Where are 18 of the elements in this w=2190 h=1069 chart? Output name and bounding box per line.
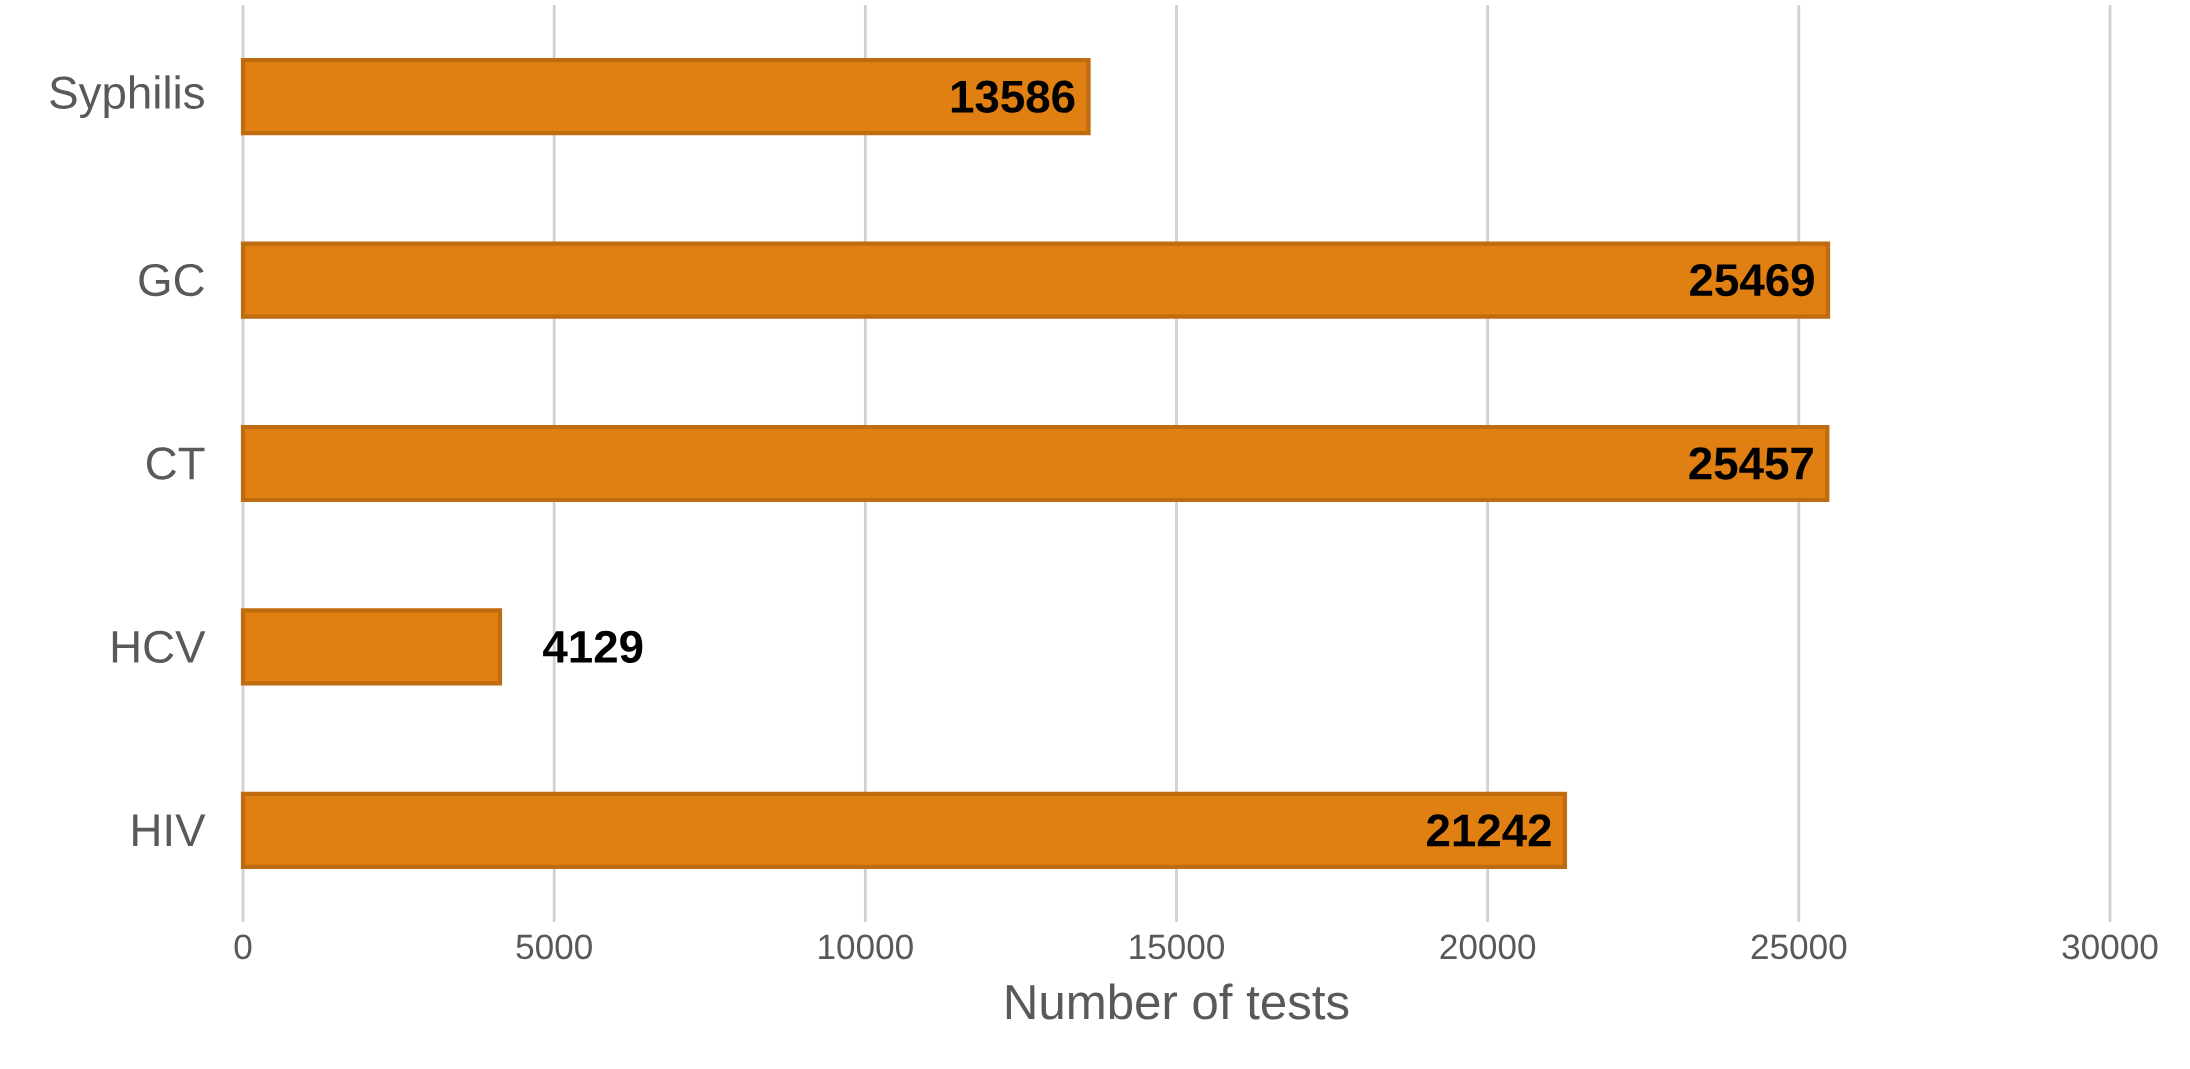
x-tick-label: 5000 <box>516 934 592 960</box>
x-tick-label: 30000 <box>2062 934 2158 960</box>
y-tick-label: HCV <box>112 630 206 664</box>
x-tick-label: 25000 <box>1751 934 1847 960</box>
y-tick-label: GC <box>139 263 204 297</box>
x-tick-label: 20000 <box>1440 934 1536 960</box>
y-tick-label: CT <box>147 447 205 480</box>
data-label: 25457 <box>1689 447 1813 480</box>
y-tick-label: HIV <box>133 814 206 847</box>
x-tick-label: 0 <box>234 934 252 960</box>
y-tick-label: Syphilis <box>50 75 204 118</box>
x-axis-title: Number of tests <box>1006 983 1349 1020</box>
data-label: 21242 <box>1427 814 1551 847</box>
x-tick-label: 10000 <box>819 934 913 960</box>
data-label: 4129 <box>543 630 643 664</box>
data-label: 25469 <box>1690 263 1814 297</box>
data-label: 13586 <box>951 80 1075 113</box>
x-tick-label: 15000 <box>1130 934 1224 960</box>
